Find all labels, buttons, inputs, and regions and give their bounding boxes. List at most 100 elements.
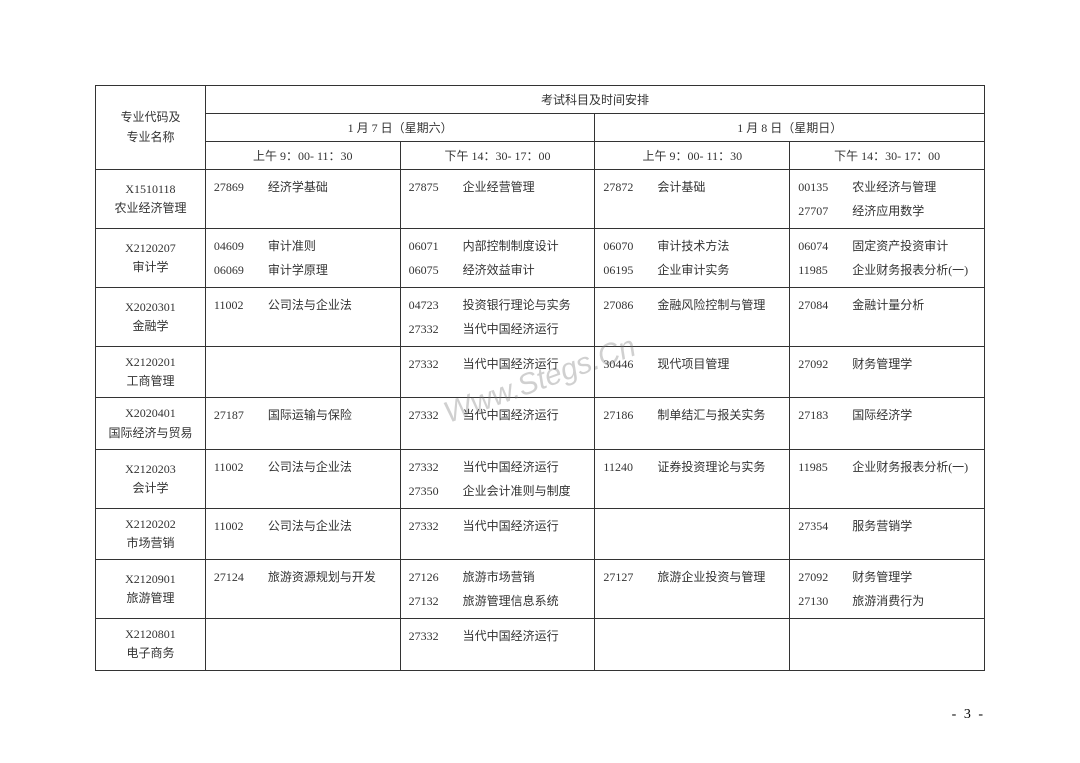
slot-cell: 04723投资银行理论与实务27332当代中国经济运行 bbox=[400, 288, 595, 347]
course-code: 30446 bbox=[603, 355, 643, 373]
course-code: 06070 bbox=[603, 237, 643, 255]
slot-cell: 27126旅游市场营销27132旅游管理信息系统 bbox=[400, 560, 595, 619]
slot-cell: 11002公司法与企业法 bbox=[205, 449, 400, 508]
course-name: 企业会计准则与制度 bbox=[463, 482, 589, 500]
course-code: 27332 bbox=[409, 458, 449, 476]
major-code: X2020301 bbox=[100, 298, 201, 317]
course-entry: 27186制单结汇与报关实务 bbox=[603, 406, 783, 424]
course-name: 企业审计实务 bbox=[657, 261, 783, 279]
table-body: X1510118农业经济管理 27869经济学基础 27875 企业经营管理 27872… bbox=[96, 170, 985, 671]
header-slot3: 上午 9：00- 11：30 bbox=[595, 142, 790, 170]
major-name: 旅游管理 bbox=[100, 589, 201, 608]
course-code: 00135 bbox=[798, 178, 838, 196]
course-name: 企业财务报表分析(一) bbox=[852, 261, 978, 279]
page-container: 专业代码及 专业名称 考试科目及时间安排 1 月 7 日（星期六） 1 月 8 … bbox=[0, 0, 1080, 671]
course-code: 27132 bbox=[409, 592, 449, 610]
course-name: 金融风险控制与管理 bbox=[657, 296, 783, 314]
course-code: 27332 bbox=[409, 627, 449, 645]
course-entry: 27332 当代中国经济运行 bbox=[409, 320, 589, 338]
course-entry: 27707经济应用数学 bbox=[798, 202, 978, 220]
slot-cell bbox=[595, 508, 790, 559]
course-entry: 27332当代中国经济运行 bbox=[409, 627, 589, 645]
course-name: 固定资产投资审计 bbox=[852, 237, 978, 255]
major-cell: X2120202市场营销 bbox=[96, 508, 206, 559]
page-number: - 3 - bbox=[952, 707, 985, 723]
slot-cell: 27332当代中国经济运行 bbox=[400, 508, 595, 559]
slot-cell: 27092财务管理学27130旅游消费行为 bbox=[790, 560, 985, 619]
course-code: 27875 bbox=[409, 178, 449, 196]
course-name: 当代中国经济运行 bbox=[463, 320, 589, 338]
course-entry: 27127旅游企业投资与管理 bbox=[603, 568, 783, 586]
course-entry: 11240证券投资理论与实务 bbox=[603, 458, 783, 476]
major-cell: X2020301金融学 bbox=[96, 288, 206, 347]
course-entry: 06195企业审计实务 bbox=[603, 261, 783, 279]
table-row: X2020301金融学11002公司法与企业法04723投资银行理论与实务273… bbox=[96, 288, 985, 347]
course-entry: 00135 农业经济与管理 bbox=[798, 178, 978, 196]
course-code: 04609 bbox=[214, 237, 254, 255]
header-major: 专业代码及 专业名称 bbox=[96, 86, 206, 170]
table-row: X2120202市场营销 11002公司法与企业法 27332当代中国经济运行 273… bbox=[96, 508, 985, 559]
course-entry: 11985企业财务报表分析(一) bbox=[798, 261, 978, 279]
course-entry: 27872会计基础 bbox=[603, 178, 783, 196]
header-slot4: 下午 14：30- 17：00 bbox=[790, 142, 985, 170]
major-cell: X1510118农业经济管理 bbox=[96, 170, 206, 229]
major-cell: X2120201工商管理 bbox=[96, 347, 206, 398]
course-name: 国际运输与保险 bbox=[268, 406, 394, 424]
course-entry: 06070审计技术方法 bbox=[603, 237, 783, 255]
course-code: 27124 bbox=[214, 568, 254, 586]
slot-cell: 27183国际经济学 bbox=[790, 398, 985, 449]
course-entry: 27875 企业经营管理 bbox=[409, 178, 589, 196]
course-entry: 04609审计准则 bbox=[214, 237, 394, 255]
course-entry: 11002公司法与企业法 bbox=[214, 458, 394, 476]
table-header: 专业代码及 专业名称 考试科目及时间安排 1 月 7 日（星期六） 1 月 8 … bbox=[96, 86, 985, 170]
course-entry: 27869经济学基础 bbox=[214, 178, 394, 196]
course-entry: 06074固定资产投资审计 bbox=[798, 237, 978, 255]
course-name: 服务营销学 bbox=[852, 517, 978, 535]
course-entry: 27350企业会计准则与制度 bbox=[409, 482, 589, 500]
course-name: 制单结汇与报关实务 bbox=[657, 406, 783, 424]
course-entry: 06071内部控制制度设计 bbox=[409, 237, 589, 255]
major-code: X2120201 bbox=[100, 353, 201, 372]
table-row: X2120207审计学04609审计准则06069审计学原理06071内部控制制… bbox=[96, 229, 985, 288]
course-entry: 27187 国际运输与保险 bbox=[214, 406, 394, 424]
table-row: X1510118农业经济管理 27869经济学基础 27875 企业经营管理 27872… bbox=[96, 170, 985, 229]
slot-cell bbox=[595, 619, 790, 670]
slot-cell: 27187 国际运输与保险 bbox=[205, 398, 400, 449]
course-name: 经济效益审计 bbox=[463, 261, 589, 279]
major-name: 工商管理 bbox=[100, 372, 201, 391]
slot-cell: 27186制单结汇与报关实务 bbox=[595, 398, 790, 449]
major-code: X2120207 bbox=[100, 239, 201, 258]
course-entry: 11002公司法与企业法 bbox=[214, 517, 394, 535]
course-code: 27332 bbox=[409, 406, 449, 424]
course-entry: 27354服务营销学 bbox=[798, 517, 978, 535]
course-code: 27332 bbox=[409, 320, 449, 338]
course-entry: 27332当代中国经济运行 bbox=[409, 517, 589, 535]
course-name: 企业经营管理 bbox=[463, 178, 589, 196]
course-code: 11240 bbox=[603, 458, 643, 476]
major-cell: X2120207审计学 bbox=[96, 229, 206, 288]
slot-cell: 27127旅游企业投资与管理 bbox=[595, 560, 790, 619]
major-code: X2020401 bbox=[100, 404, 201, 423]
course-name: 旅游消费行为 bbox=[852, 592, 978, 610]
course-name: 金融计量分析 bbox=[852, 296, 978, 314]
course-code: 04723 bbox=[409, 296, 449, 314]
course-code: 27187 bbox=[214, 406, 254, 424]
slot-cell: 27332当代中国经济运行27350企业会计准则与制度 bbox=[400, 449, 595, 508]
slot-cell: 06074固定资产投资审计 11985企业财务报表分析(一) bbox=[790, 229, 985, 288]
slot-cell: 11002公司法与企业法 bbox=[205, 288, 400, 347]
slot-cell: 27875 企业经营管理 bbox=[400, 170, 595, 229]
course-name: 现代项目管理 bbox=[657, 355, 783, 373]
course-code: 27086 bbox=[603, 296, 643, 314]
course-name: 农业经济与管理 bbox=[852, 178, 978, 196]
course-entry: 27086 金融风险控制与管理 bbox=[603, 296, 783, 314]
major-code: X1510118 bbox=[100, 180, 201, 199]
course-name: 公司法与企业法 bbox=[268, 517, 394, 535]
header-day1: 1 月 7 日（星期六） bbox=[205, 114, 595, 142]
course-entry: 27124旅游资源规划与开发 bbox=[214, 568, 394, 586]
course-code: 06071 bbox=[409, 237, 449, 255]
schedule-table: 专业代码及 专业名称 考试科目及时间安排 1 月 7 日（星期六） 1 月 8 … bbox=[95, 85, 985, 671]
course-entry: 30446 现代项目管理 bbox=[603, 355, 783, 373]
table-row: X2020401国际经济与贸易27187国际运输与保险27332当代中国经济运行… bbox=[96, 398, 985, 449]
course-name: 会计基础 bbox=[657, 178, 783, 196]
course-code: 27707 bbox=[798, 202, 838, 220]
